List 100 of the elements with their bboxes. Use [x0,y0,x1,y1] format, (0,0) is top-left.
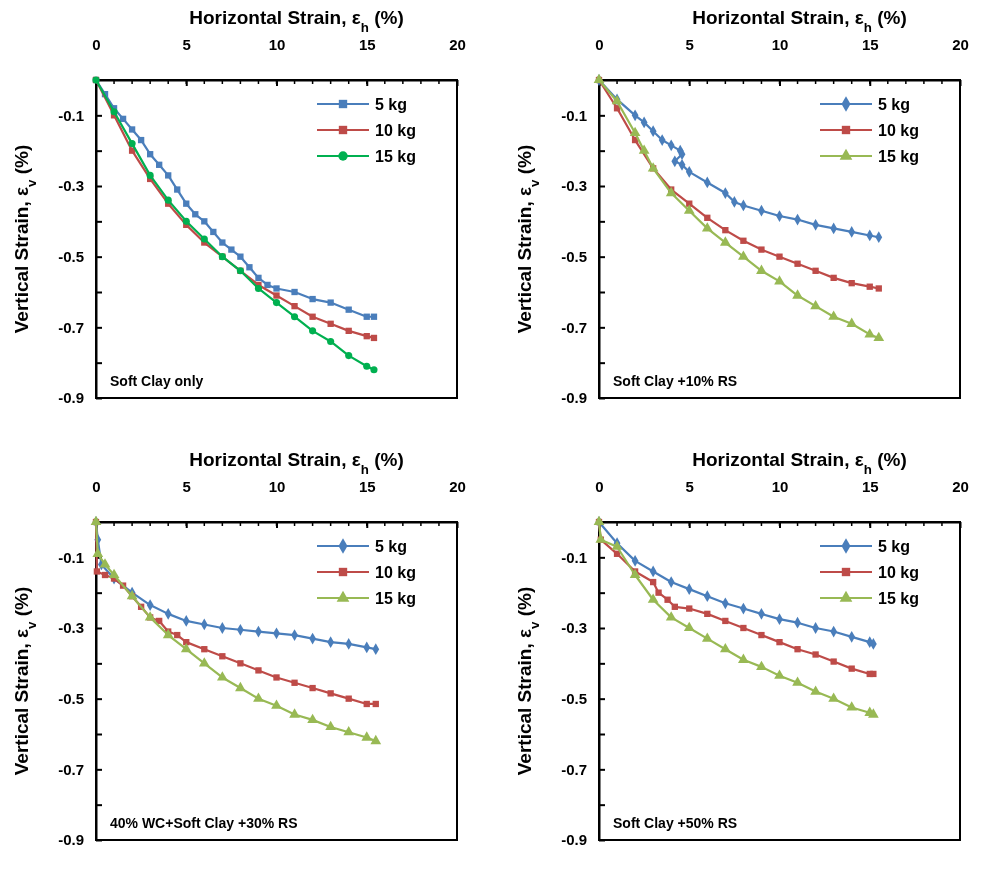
point [738,250,749,260]
legend-label: 15 kg [878,590,919,607]
point [273,292,280,299]
point [776,253,783,260]
point [101,571,109,579]
point [198,657,210,667]
point [846,701,858,711]
point [719,643,731,653]
point [683,204,695,214]
point [290,313,299,321]
x-tick-label: 20 [952,478,969,495]
legend-label: 15 kg [878,148,919,165]
point [146,171,154,179]
point [210,228,217,236]
y-tick-label: -0.1 [561,548,587,566]
point [776,638,783,646]
y-tick-label: -0.5 [58,247,84,265]
point [180,643,192,653]
point [235,681,246,692]
x-tick-label: 10 [771,36,789,53]
point [325,720,337,731]
point [794,646,801,653]
point [345,695,352,702]
y-tick-label: -0.1 [58,548,84,566]
y-tick-label: -0.9 [561,389,587,407]
point [756,264,767,274]
point [792,289,803,299]
y-tick-label: -0.7 [58,760,84,778]
point [309,684,316,692]
point [848,665,855,672]
y-tick-label: -0.3 [58,177,84,195]
y-tick-label: -0.5 [58,689,84,707]
point [870,670,877,678]
point [264,281,271,289]
point [704,214,711,221]
legend-label: 5 kg [375,96,408,113]
point [255,667,262,674]
point [174,186,181,193]
point [291,679,298,686]
point [810,685,821,695]
x-tick-label: 5 [182,478,191,495]
point [174,631,181,639]
point [719,236,731,246]
point [655,589,662,596]
point [722,617,729,625]
point [182,217,190,225]
point [758,631,765,639]
legend-label: 10 kg [375,564,416,581]
point [309,327,317,335]
point [671,603,678,610]
point [665,611,677,621]
point [812,267,819,274]
point [309,313,316,320]
point [345,327,352,335]
point [327,337,335,346]
y-tick-label: -0.9 [561,831,587,849]
point [309,295,316,303]
x-tick-label: 10 [268,478,286,495]
point [647,593,659,603]
x-tick-label: 10 [268,36,286,53]
x-tick-label: 15 [358,478,376,495]
point [254,284,263,293]
point [108,568,120,579]
point [253,692,264,702]
legend-label: 5 kg [878,96,911,113]
point [165,172,172,179]
point [774,669,785,679]
point [830,274,837,282]
point [846,317,858,327]
y-tick-label: -0.3 [561,177,587,195]
x-tick-label: 20 [952,36,969,53]
x-tick-label: 0 [92,36,101,53]
point [638,144,650,154]
point [146,151,154,158]
y-tick-label: -0.3 [561,619,587,637]
x-tick-label: 20 [449,478,466,495]
point [273,674,280,681]
point [363,313,370,320]
legend-label: 15 kg [375,590,416,607]
x-tick-label: 15 [861,36,879,53]
x-tick-label: 0 [595,478,604,495]
point [291,288,298,296]
point [363,362,371,370]
point [273,285,280,292]
point [701,222,713,232]
x-axis-title: Horizontal Strain, ε$_{h}$ (%) [692,449,907,477]
x-tick-label: 10 [771,478,789,495]
point [828,310,840,320]
point [327,690,334,697]
point [370,313,378,320]
legend-label: 10 kg [878,122,919,139]
point [864,328,876,338]
point [875,285,882,292]
point [363,333,370,340]
point [629,126,641,137]
legend-label: 5 kg [878,538,911,555]
x-tick-label: 5 [182,36,191,53]
point [228,246,235,253]
point [848,280,855,287]
x-tick-label: 0 [92,478,101,495]
